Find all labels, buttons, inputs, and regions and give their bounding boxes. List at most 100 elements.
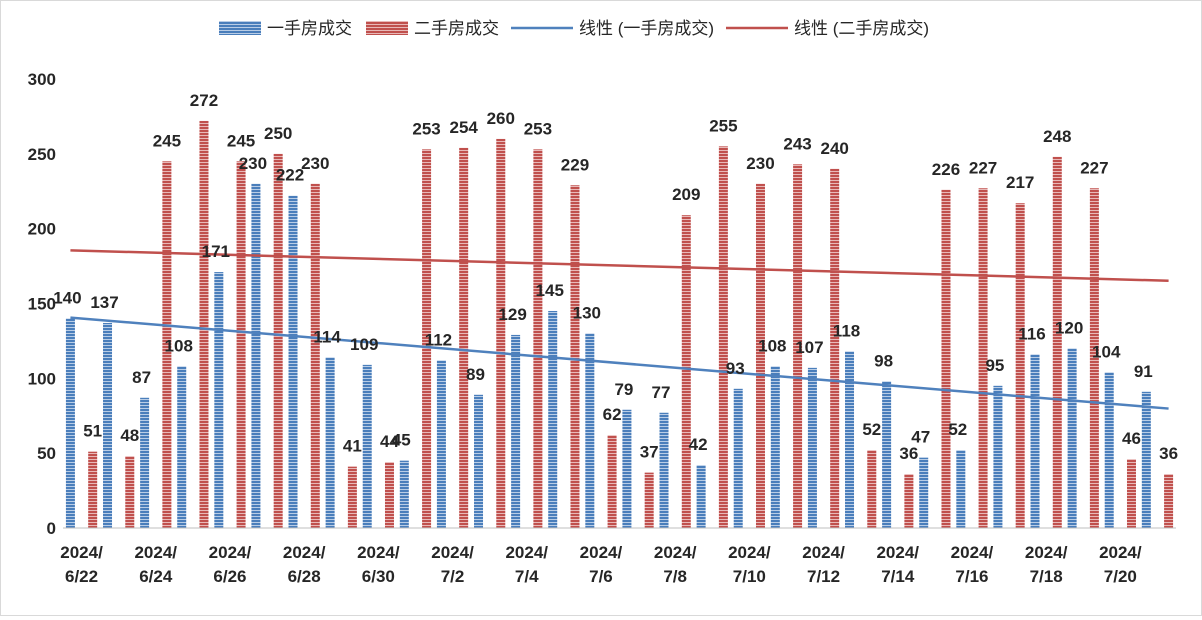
x-tick-label: 2024/7/8 [654, 543, 697, 586]
bar-series-1 [362, 364, 372, 528]
bar-series-2 [384, 462, 394, 528]
bar-series-1 [956, 450, 966, 528]
bar-series-2 [273, 153, 283, 529]
x-tick-label: 2024/7/14 [876, 543, 919, 586]
data-label: 41 [343, 437, 362, 456]
bar-series-1 [659, 412, 669, 528]
data-label: 145 [536, 281, 564, 300]
legend-swatch [366, 21, 408, 35]
data-label: 217 [1006, 173, 1034, 192]
legend: 一手房成交 二手房成交 线性 (一手房成交) 线性 (二手房成交) [219, 19, 929, 38]
data-label: 129 [498, 305, 526, 324]
data-label: 137 [90, 293, 118, 312]
bar-series-2 [570, 185, 580, 528]
data-label: 254 [449, 118, 478, 137]
data-label: 104 [1092, 342, 1121, 361]
bar-series-1 [733, 388, 743, 528]
bar-series-1 [1030, 354, 1040, 528]
bar-series-1 [214, 272, 224, 528]
legend-item-series-1: 一手房成交 [219, 19, 352, 38]
x-axis: 2024/6/22 2024/6/24 2024/6/26 2024/6/28 2024… [60, 527, 1176, 586]
bar-series-2 [88, 451, 98, 528]
data-label: 243 [783, 134, 811, 153]
bar-series-1 [65, 318, 75, 528]
data-label: 46 [1122, 429, 1141, 448]
data-label: 114 [313, 327, 341, 346]
legend-swatch [219, 21, 261, 35]
data-label: 227 [1080, 158, 1108, 177]
data-label: 112 [425, 330, 452, 349]
data-label: 240 [820, 139, 848, 158]
bar-series-2 [1052, 156, 1062, 528]
bar-series-1 [251, 183, 261, 528]
bar-series-1 [325, 357, 335, 528]
data-label: 245 [153, 131, 181, 150]
data-label: 45 [392, 431, 411, 450]
bar-series-2 [867, 450, 877, 528]
data-label: 109 [350, 335, 378, 354]
x-tick-label: 2024/7/20 [1099, 543, 1142, 586]
y-tick-label: 300 [28, 70, 56, 89]
bar-series-1 [585, 333, 595, 528]
y-tick-label: 0 [47, 519, 56, 538]
legend-label: 一手房成交 [267, 19, 352, 38]
data-label: 272 [190, 91, 218, 110]
legend-label: 线性 (二手房成交) [794, 19, 929, 38]
x-tick-label: 2024/6/28 [283, 543, 326, 586]
legend-label: 线性 (一手房成交) [579, 19, 714, 38]
bar-series-2 [1089, 188, 1099, 529]
data-label: 255 [709, 116, 737, 135]
bar-series-1 [1141, 391, 1151, 528]
data-label: 91 [1134, 362, 1153, 381]
data-label: 171 [202, 242, 230, 261]
data-label: 229 [561, 155, 589, 174]
bar-series-2 [718, 146, 728, 528]
data-label: 250 [264, 124, 292, 143]
bar-series-2 [310, 183, 320, 528]
bar-series-1 [845, 351, 855, 528]
x-tick-label: 2024/7/16 [951, 543, 994, 586]
y-tick-label: 200 [28, 220, 56, 239]
bar-series-2 [236, 161, 246, 529]
y-tick-label: 250 [28, 145, 56, 164]
data-label: 44 [380, 432, 399, 451]
data-label: 98 [874, 351, 893, 370]
bar-series-1 [882, 381, 892, 528]
bar-series-1 [696, 465, 706, 528]
bar-series-1 [622, 409, 632, 528]
data-label: 253 [412, 119, 440, 138]
data-label: 89 [466, 365, 485, 384]
data-label: 52 [862, 420, 881, 439]
data-label: 245 [227, 131, 255, 150]
y-tick-label: 150 [28, 295, 56, 314]
x-tick-label: 2024/7/4 [505, 543, 548, 586]
x-tick-label: 2024/7/12 [802, 543, 845, 586]
data-label: 230 [239, 154, 267, 173]
bar-series-1 [474, 394, 484, 528]
data-label: 95 [985, 356, 1004, 375]
bar-series-1 [1104, 372, 1114, 528]
data-label: 253 [524, 119, 552, 138]
data-label: 36 [899, 444, 918, 463]
data-label: 140 [53, 288, 81, 307]
bar-series-2 [1015, 203, 1025, 528]
bar-series-2 [162, 161, 172, 529]
data-label: 42 [689, 435, 708, 454]
bar-series-2 [422, 149, 432, 529]
data-label: 52 [948, 420, 967, 439]
trendline-2 [70, 249, 1169, 283]
x-tick-label: 2024/7/2 [431, 543, 474, 586]
legend-item-series-2: 二手房成交 [366, 19, 499, 38]
bar-series-2 [533, 149, 543, 529]
data-label: 37 [640, 443, 659, 462]
bar-series-2 [125, 456, 135, 528]
bar-series-2 [459, 147, 469, 528]
bar-series-1 [399, 460, 409, 528]
bar-series-2 [978, 188, 988, 529]
bar-series-2 [347, 466, 357, 528]
data-label: 79 [614, 380, 633, 399]
bar-series-1 [103, 322, 113, 528]
data-label: 118 [833, 321, 860, 340]
